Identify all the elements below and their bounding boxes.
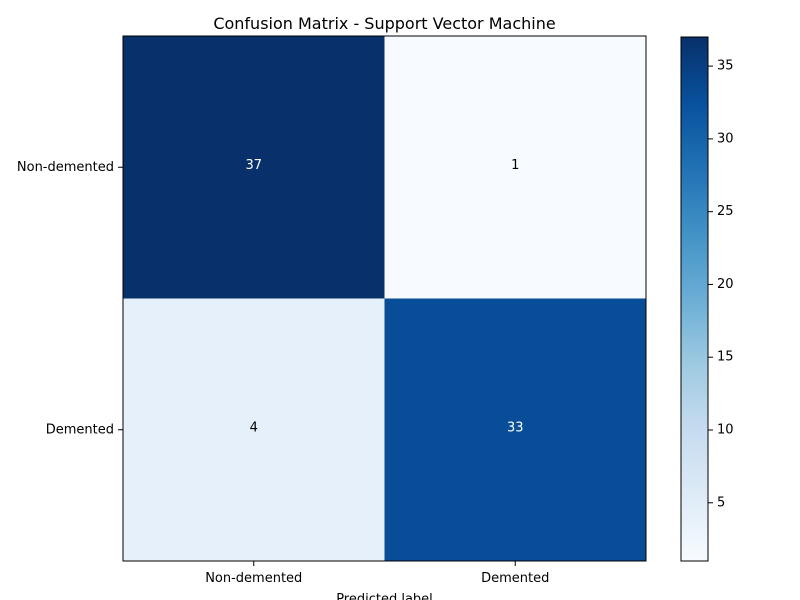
cell-value-labels: 37 1 4 33 — [245, 158, 523, 436]
x-tick-label: Demented — [481, 571, 549, 586]
cell-value-label: 1 — [511, 158, 519, 173]
colorbar — [680, 36, 709, 562]
y-axis-ticks: Non-demented Demented — [17, 160, 123, 437]
x-axis-ticks: Non-demented Demented — [205, 561, 549, 586]
cell-value-label: 37 — [245, 158, 262, 173]
cell-value-label: 4 — [250, 420, 258, 435]
heatmap-cell — [123, 298, 385, 561]
colorbar-tick-label: 5 — [717, 495, 725, 510]
colorbar-tick-label: 35 — [717, 59, 734, 74]
heatmap-cells — [123, 36, 646, 561]
heatmap-cell — [384, 298, 646, 561]
cell-value-label: 33 — [507, 420, 524, 435]
heatmap-cell — [384, 36, 646, 299]
colorbar-ticks: 5 10 15 20 25 30 35 — [708, 59, 734, 510]
y-tick-label: Demented — [46, 422, 114, 437]
colorbar-tick-label: 20 — [717, 277, 734, 292]
colorbar-tick-label: 15 — [717, 350, 734, 365]
colorbar-tick-label: 25 — [717, 204, 734, 219]
y-tick-label: Non-demented — [17, 160, 114, 175]
x-tick-label: Non-demented — [205, 571, 302, 586]
plot-frame — [122, 35, 647, 562]
colorbar-tick-label: 10 — [717, 423, 734, 438]
colorbar-tick-label: 30 — [717, 131, 734, 146]
x-axis-label: Predicted label — [336, 592, 433, 600]
heatmap-cell — [123, 36, 385, 299]
chart-title: Confusion Matrix - Support Vector Machin… — [213, 14, 555, 33]
